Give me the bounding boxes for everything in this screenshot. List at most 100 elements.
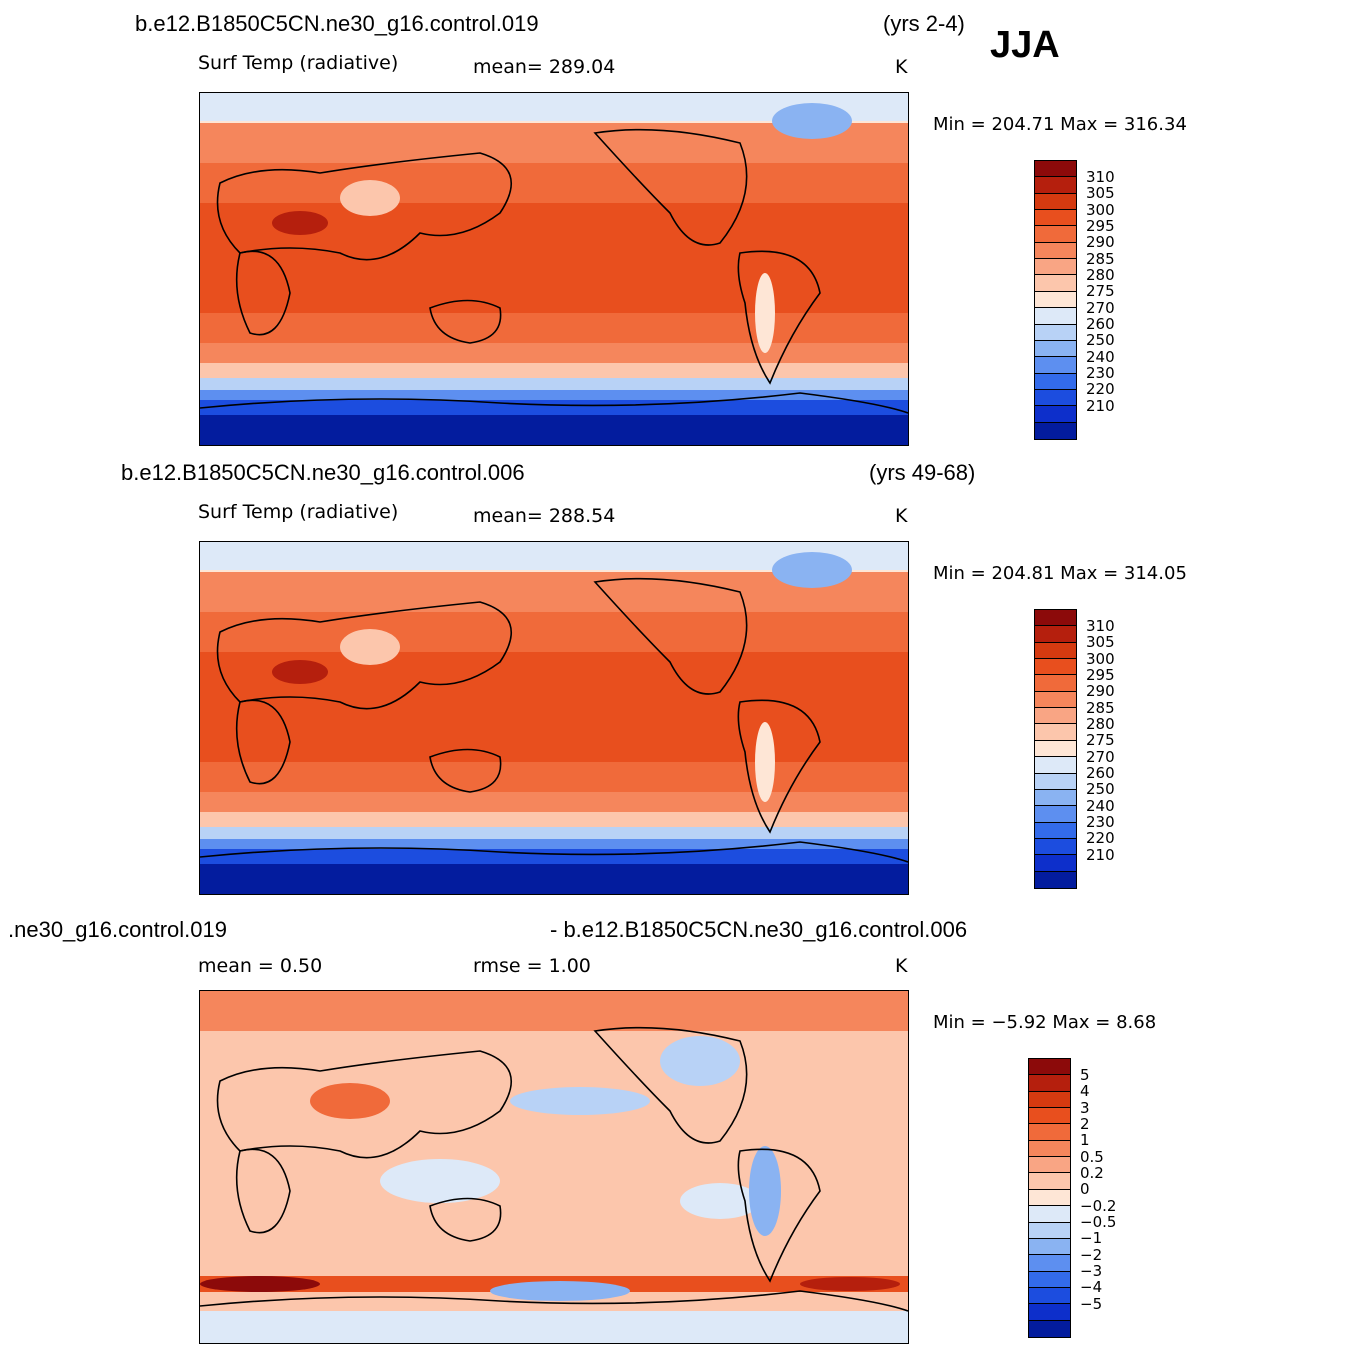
colorbar-segment — [1035, 740, 1076, 758]
colorbar-segment — [1035, 838, 1076, 856]
colorbar-segment — [1029, 1189, 1070, 1207]
colorbar-label: 275 — [1086, 282, 1115, 301]
colorbar-segment — [1029, 1238, 1070, 1256]
colorbar-label: 250 — [1086, 780, 1115, 799]
colorbar-label: 280 — [1086, 714, 1115, 733]
variable-middle: Surf Temp (radiative) — [198, 501, 399, 523]
colorbar-segment — [1035, 871, 1076, 888]
colorbar-segment — [1035, 691, 1076, 709]
colorbar-label: 290 — [1086, 233, 1115, 252]
colorbar-segment — [1029, 1271, 1070, 1288]
colorbar-segment — [1035, 161, 1076, 178]
colorbar-segment — [1035, 324, 1076, 341]
colorbar-label: 0 — [1080, 1180, 1090, 1199]
colorbar-segment — [1035, 259, 1076, 276]
colorbar-segment — [1035, 773, 1076, 790]
colorbar-segment — [1035, 357, 1076, 374]
colorbar-label: 230 — [1086, 364, 1115, 383]
colorbar-label: 0.5 — [1080, 1147, 1104, 1166]
variable-top: Surf Temp (radiative) — [198, 52, 399, 74]
case-name-top: b.e12.B1850C5CN.ne30_g16.control.019 — [135, 11, 539, 36]
colorbar-label: 270 — [1086, 747, 1115, 766]
colorbar-label: 300 — [1086, 649, 1115, 668]
colorbar-segment — [1035, 177, 1076, 194]
colorbar-segment — [1035, 193, 1076, 211]
colorbar-segment — [1029, 1206, 1070, 1223]
colorbar-segment — [1029, 1140, 1070, 1158]
mean-diff: mean = 0.50 — [198, 955, 323, 977]
mean-top: mean= 289.04 — [473, 56, 616, 78]
colorbar-label: 4 — [1080, 1082, 1090, 1101]
colorbar-segment — [1029, 1108, 1070, 1125]
colorbar-segment — [1029, 1124, 1070, 1141]
years-middle: (yrs 49-68) — [869, 460, 976, 485]
colorbar-segment — [1035, 855, 1076, 872]
colorbar-label: 300 — [1086, 200, 1115, 219]
colorbar-label: 310 — [1086, 167, 1115, 186]
colorbar-segment — [1035, 659, 1076, 676]
colorbar-segment — [1035, 806, 1076, 823]
colorbar-label: 260 — [1086, 315, 1115, 334]
season-label: JJA — [990, 24, 1060, 66]
colorbar-label: 3 — [1080, 1098, 1090, 1117]
colorbar-label: 1 — [1080, 1131, 1090, 1150]
colorbar-segment — [1035, 610, 1076, 627]
map-middle — [199, 541, 909, 895]
map-diff — [199, 990, 909, 1344]
colorbar-label: 305 — [1086, 633, 1115, 652]
colorbar-label: 2 — [1080, 1114, 1090, 1133]
colorbar-segment — [1035, 642, 1076, 660]
colorbar-segment — [1035, 291, 1076, 309]
colorbar-segment — [1035, 789, 1076, 807]
colorbar-label: 285 — [1086, 698, 1115, 717]
colorbar-label: 295 — [1086, 665, 1115, 684]
colorbar-segment — [1029, 1173, 1070, 1190]
colorbar-label: 285 — [1086, 249, 1115, 268]
colorbar-segment — [1035, 275, 1076, 292]
colorbar-segment — [1035, 422, 1076, 439]
temperature-diff-field — [200, 991, 908, 1343]
colorbar-label: −0.2 — [1080, 1196, 1117, 1215]
colorbar-segment — [1035, 226, 1076, 243]
colorbar-segment — [1035, 389, 1076, 407]
case-name-diff-left: .ne30_g16.control.019 — [8, 917, 227, 942]
colorbar-segment — [1029, 1287, 1070, 1305]
colorbar-label: 310 — [1086, 616, 1115, 635]
colorbar-segment — [1035, 242, 1076, 260]
colorbar-label: 290 — [1086, 682, 1115, 701]
colorbar-segment — [1035, 340, 1076, 358]
colorbar-label: −2 — [1080, 1245, 1103, 1264]
units-top: K — [895, 56, 908, 78]
colorbar-label: −5 — [1080, 1294, 1103, 1313]
colorbar-label: −0.5 — [1080, 1213, 1117, 1232]
minmax-top: Min = 204.71 Max = 316.34 — [933, 114, 1187, 135]
colorbar-segment — [1029, 1255, 1070, 1272]
colorbar-segment — [1035, 210, 1076, 227]
temperature-field-middle — [200, 542, 908, 894]
colorbar-label: −4 — [1080, 1278, 1103, 1297]
colorbar-segment — [1035, 708, 1076, 725]
colorbar-label: −1 — [1080, 1229, 1103, 1248]
minmax-middle: Min = 204.81 Max = 314.05 — [933, 563, 1187, 584]
colorbar-label: 220 — [1086, 829, 1115, 848]
colorbar-segment — [1035, 675, 1076, 692]
colorbar-segment — [1035, 757, 1076, 774]
minmax-diff: Min = −5.92 Max = 8.68 — [933, 1012, 1157, 1033]
colorbar-label: 260 — [1086, 764, 1115, 783]
map-top — [199, 92, 909, 446]
colorbar-label: 230 — [1086, 813, 1115, 832]
units-diff: K — [895, 955, 908, 977]
colorbar-segment — [1035, 626, 1076, 643]
mean-middle: mean= 288.54 — [473, 505, 616, 527]
colorbar-label: 270 — [1086, 298, 1115, 317]
colorbar-segment — [1035, 308, 1076, 325]
colorbar-label: 240 — [1086, 796, 1115, 815]
colorbar-top — [1034, 160, 1077, 440]
colorbar-label: 280 — [1086, 265, 1115, 284]
colorbar-segment — [1035, 406, 1076, 423]
colorbar-middle — [1034, 609, 1077, 889]
years-top: (yrs 2-4) — [883, 11, 965, 36]
units-middle: K — [895, 505, 908, 527]
colorbar-label: 210 — [1086, 845, 1115, 864]
colorbar-label: 0.2 — [1080, 1163, 1104, 1182]
